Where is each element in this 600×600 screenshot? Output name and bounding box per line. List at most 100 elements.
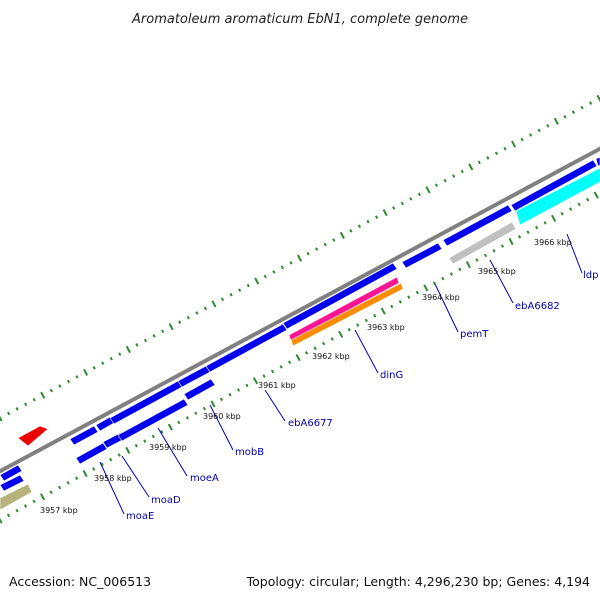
inner-tick (49, 490, 53, 494)
outer-tick (511, 140, 517, 148)
inner-tick (492, 249, 496, 253)
inner-tick (236, 388, 241, 392)
outer-tick (289, 261, 293, 265)
inner-tick (380, 307, 386, 315)
tick-labels: 3957 kbp 3958 kbp 3959 kbp 3960 kbp 3961 kbp… (40, 238, 572, 515)
gene-leader-line (209, 404, 234, 451)
inner-tick (517, 235, 522, 239)
outer-tick (143, 338, 148, 343)
gene-leader-line (121, 455, 150, 498)
outer-tick (332, 238, 336, 242)
inner-tick (295, 354, 301, 362)
gene-label-ldp[interactable]: ldp (583, 270, 598, 281)
outer-tick (272, 270, 276, 274)
inner-tick (185, 416, 189, 420)
inner-tick (0, 517, 3, 524)
inner-tick (66, 481, 70, 485)
inner-tick (338, 330, 344, 338)
gene-label-pemT[interactable]: pemT (460, 329, 489, 340)
cds-top-2 (69, 425, 99, 446)
inner-tick (305, 351, 309, 355)
outer-tick (238, 288, 242, 292)
outer-tick-ring (0, 94, 600, 422)
inner-tick (441, 276, 445, 281)
outer-tick (152, 334, 156, 338)
feature-track (0, 156, 600, 511)
gene-label-moaD[interactable]: moaD (151, 495, 181, 506)
inner-tick (407, 295, 411, 299)
outer-tick (40, 391, 46, 399)
inner-tick (330, 337, 334, 341)
inner-tick (40, 493, 46, 501)
outer-tick (211, 300, 217, 308)
gene-label-mobB[interactable]: mobB (235, 447, 264, 458)
outer-tick (49, 388, 53, 393)
inner-tick (262, 374, 266, 378)
inner-tick (15, 508, 19, 513)
inner-tick (75, 476, 79, 480)
cds-top-9 (442, 204, 513, 247)
outer-tick (109, 356, 113, 361)
gene-label-moaE[interactable]: moaE (126, 511, 154, 522)
inner-tick (475, 258, 479, 262)
outer-tick (32, 397, 36, 402)
outer-tick (246, 283, 250, 288)
outer-tick (494, 151, 498, 156)
tick-label: 3963 kbp (367, 323, 405, 332)
outer-tick (186, 315, 190, 320)
inner-tick-ring (0, 191, 599, 524)
outer-tick (75, 375, 79, 379)
outer-tick (323, 242, 327, 247)
inner-tick (288, 360, 292, 364)
inner-tick (449, 272, 453, 276)
inner-tick (356, 323, 360, 327)
cds-top-1 (0, 464, 23, 482)
backbone-line (0, 146, 600, 474)
outer-tick (382, 209, 388, 217)
inner-tick (167, 423, 173, 431)
cds-top-8 (401, 242, 443, 269)
outer-tick (66, 379, 71, 384)
outer-tick (7, 411, 11, 416)
outer-tick (101, 361, 105, 365)
outer-tick (452, 174, 456, 178)
inner-tick (134, 443, 138, 448)
outer-tick (263, 274, 267, 279)
inner-tick (58, 485, 62, 490)
outer-tick (546, 124, 550, 128)
outer-tick (0, 415, 3, 422)
label-lines (99, 233, 583, 515)
inner-tick (117, 453, 121, 457)
inner-tick (398, 300, 402, 304)
inner-tick (82, 470, 88, 478)
cds-bottom-4 (183, 378, 216, 401)
feature-olive (0, 483, 33, 511)
inner-tick (500, 244, 505, 248)
gene-label-dinG[interactable]: dinG (380, 370, 403, 381)
outer-tick (580, 105, 584, 110)
inner-tick (508, 237, 514, 246)
cds-top-7 (282, 262, 398, 330)
outer-tick (315, 247, 319, 251)
gene-leader-line (489, 259, 514, 304)
inner-tick (551, 214, 557, 222)
inner-tick (109, 457, 113, 462)
feature-orange (290, 282, 404, 347)
outer-tick (297, 254, 303, 262)
gene-label-ebA6682[interactable]: ebA6682 (515, 301, 560, 312)
inner-tick (483, 253, 488, 258)
outer-tick (254, 277, 260, 285)
inner-tick (194, 411, 198, 416)
outer-tick (203, 306, 207, 311)
cds-bottom-3 (117, 398, 189, 442)
inner-tick (543, 221, 547, 225)
gene-label-ebA6677[interactable]: ebA6677 (288, 418, 333, 429)
gene-label-moeA[interactable]: moeA (190, 473, 219, 484)
outer-tick (118, 352, 122, 356)
outer-tick (125, 345, 131, 354)
outer-tick (520, 137, 524, 142)
feature-pink (288, 276, 400, 342)
outer-tick (409, 197, 413, 201)
outer-tick (306, 251, 310, 256)
